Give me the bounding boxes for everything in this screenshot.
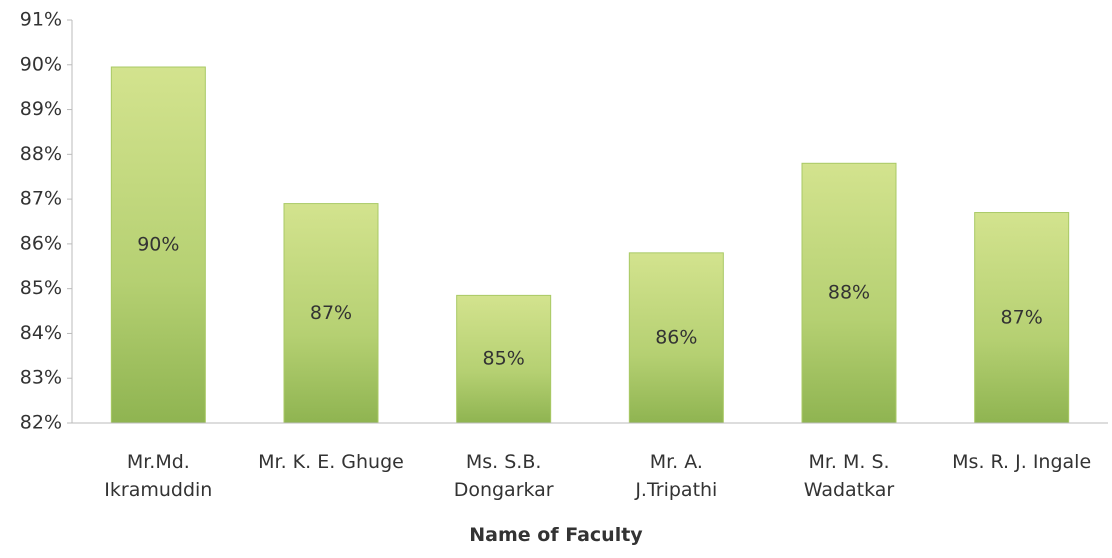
y-tick-label: 91% bbox=[20, 9, 62, 31]
bar bbox=[628, 252, 724, 424]
x-tick-label: Ms. S.B. Dongarkar bbox=[453, 451, 554, 501]
data-label: 87% bbox=[1001, 306, 1043, 328]
y-tick-label: 88% bbox=[20, 143, 62, 165]
x-axis-title: Name of Faculty bbox=[469, 524, 643, 546]
data-label: 88% bbox=[828, 282, 870, 304]
y-tick-label: 84% bbox=[20, 322, 62, 344]
x-tick-label: Ms. R. J. Ingale bbox=[952, 451, 1092, 473]
y-tick-label: 85% bbox=[20, 277, 62, 299]
y-tick-label: 87% bbox=[20, 188, 62, 210]
y-tick-label: 86% bbox=[20, 232, 62, 254]
data-label: 86% bbox=[655, 326, 697, 348]
data-label: 85% bbox=[483, 348, 525, 370]
x-tick-label: Mr. K. E. Ghuge bbox=[258, 451, 404, 473]
x-tick-label: Mr. A. J.Tripathi bbox=[635, 451, 718, 501]
bar bbox=[110, 66, 206, 424]
x-tick-label: Mr. M. S. Wadatkar bbox=[803, 451, 895, 501]
bar bbox=[801, 162, 897, 424]
bar bbox=[974, 212, 1070, 424]
y-tick-label: 89% bbox=[20, 98, 62, 120]
y-tick-label: 90% bbox=[20, 53, 62, 75]
y-tick-label: 83% bbox=[20, 367, 62, 389]
data-label: 87% bbox=[310, 302, 352, 324]
y-tick-label: 82% bbox=[20, 412, 62, 434]
x-tick-label: Mr.Md. Ikramuddin bbox=[104, 451, 213, 501]
bar bbox=[456, 294, 552, 424]
data-label: 90% bbox=[137, 234, 179, 256]
